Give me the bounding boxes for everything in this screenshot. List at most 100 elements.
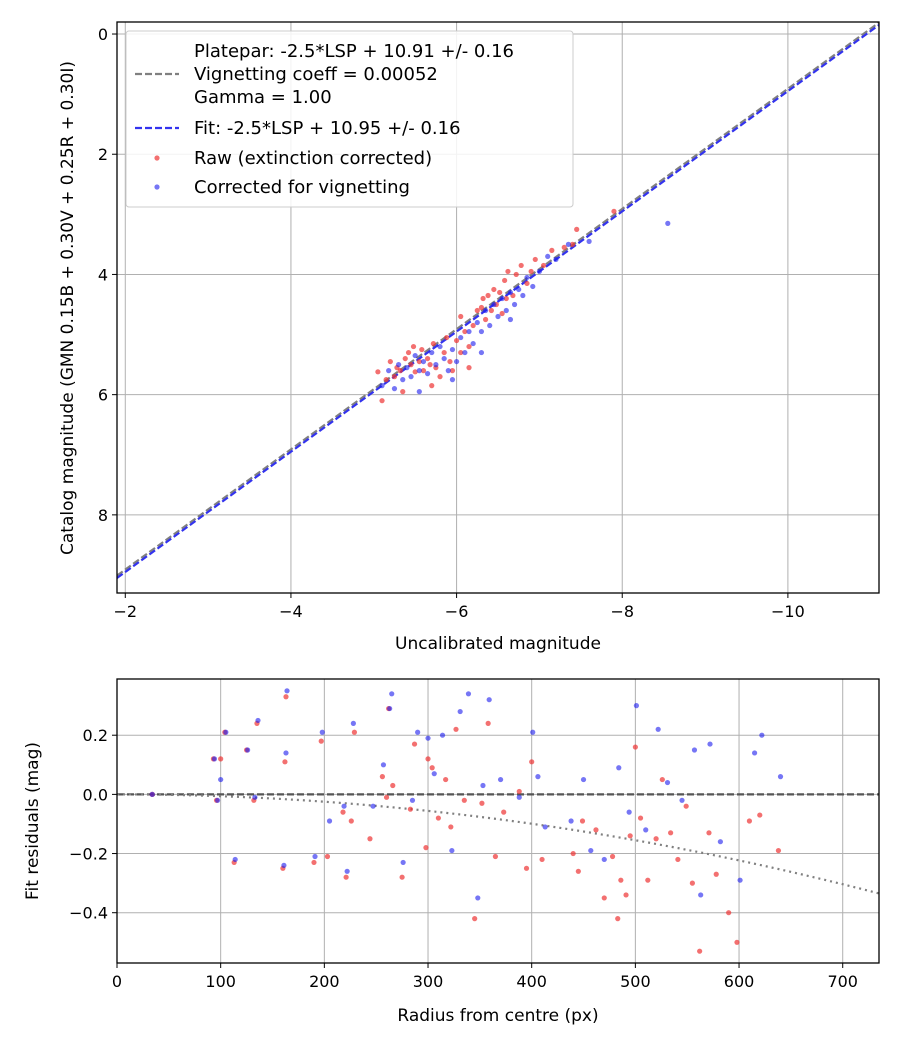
raw-point [609,853,616,860]
raw-point [429,383,435,389]
raw-point [343,874,349,880]
corrected-point [449,847,455,854]
raw-point [632,744,638,750]
bottom-panel: 0 100 200 300 400 500 600 700 0.2 0.0 −0.2 −0.4 Ra… [23,678,880,1026]
corrected-point [516,794,522,800]
top-fit-lines [117,22,879,579]
corrected-point [511,301,518,308]
y-tick-label: 4 [98,265,108,284]
raw-point [746,818,753,824]
raw-point [561,244,567,250]
raw-point [601,895,607,901]
raw-point [485,720,491,726]
corrected-point [439,732,446,738]
raw-point [412,369,418,375]
corrected-point [462,349,468,356]
corrected-point [601,856,607,863]
corrected-point [691,747,698,753]
corrected-point [396,362,402,368]
corrected-point [497,776,504,783]
y-tick-label: −0.2 [69,845,108,864]
corrected-point [400,377,406,383]
raw-point [706,830,712,836]
legend-vignetting-text: Vignetting coeff = 0.00052 [194,64,438,85]
corrected-point [425,735,431,741]
top-axes-frame [116,21,880,594]
corrected-point [218,776,224,783]
corrected-point [568,818,574,824]
raw-point [611,208,617,214]
raw-point [462,328,468,335]
raw-point [448,824,454,830]
corrected-point [580,776,587,783]
raw-point [383,794,390,800]
legend-platepar-text: Platepar: -2.5*LSP + 10.91 +/- 0.16 [194,41,514,62]
raw-point [283,694,289,700]
corrected-point [475,895,481,901]
raw-point [668,830,674,836]
raw-point [402,355,408,362]
raw-point [351,729,358,735]
y-tick-label: 0.0 [83,785,108,804]
raw-point [492,853,499,860]
raw-point [689,880,695,886]
raw-point [523,865,530,871]
corrected-point [643,827,649,833]
raw-point [453,726,459,732]
raw-point [340,809,346,815]
x-tick-label: −8 [610,602,634,621]
corrected-point [474,319,480,326]
raw-point [405,349,412,356]
raw-point [775,847,782,854]
x-tick-label: 200 [309,972,340,991]
raw-point [458,313,464,320]
y-tick-label: 6 [98,386,108,405]
corrected-point [255,717,261,724]
legend-corrected-marker [154,184,160,190]
corrected-point [535,774,541,780]
raw-point [383,377,389,383]
raw-point [757,812,763,818]
corrected-point [281,862,287,868]
raw-point [713,871,719,877]
corrected-point [400,859,406,866]
corrected-point [424,371,431,377]
corrected-point [626,809,632,815]
corrected-point [487,322,493,329]
raw-point [375,369,381,375]
corrected-point [149,791,155,797]
x-tick-label: 100 [205,972,236,991]
bottom-reference-lines [117,793,879,895]
raw-point [420,368,427,374]
raw-point [479,800,485,806]
corrected-point [542,824,548,830]
top-y-axis-label: Catalog magnitude (GMN 0.15B + 0.30V + 0… [58,61,78,555]
raw-point [675,856,681,863]
legend-raw-marker [154,155,160,161]
legend-fit-text: Fit: -2.5*LSP + 10.95 +/- 0.16 [194,118,461,139]
corrected-point [482,307,489,314]
corrected-point [341,803,347,809]
raw-point [569,241,576,247]
legend-gamma-text: Gamma = 1.00 [194,87,332,108]
corrected-point [449,377,456,383]
corrected-point [319,729,325,735]
corrected-point [214,797,221,803]
corrected-point [470,340,476,347]
raw-point [407,806,413,812]
raw-point [408,362,414,368]
raw-point [458,349,464,356]
raw-point [516,788,522,795]
raw-point [653,836,659,842]
corrected-point [404,365,410,371]
raw-point [485,292,491,299]
x-tick-label: −4 [279,602,303,621]
raw-point [419,346,425,353]
raw-point [502,277,508,284]
corrected-point [211,756,218,762]
raw-point [659,776,665,783]
corrected-point [449,346,456,353]
raw-point [424,355,431,362]
corrected-point [457,708,463,715]
raw-point [311,859,317,866]
